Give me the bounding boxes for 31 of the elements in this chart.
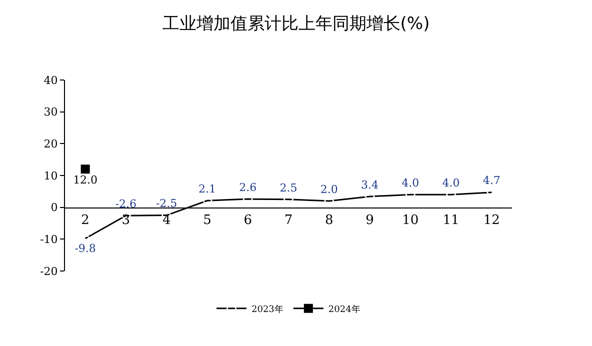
y-tick-label: 40 [44, 74, 58, 87]
x-tick-label: 10 [402, 212, 419, 228]
data-label: 2.1 [198, 182, 216, 196]
x-tick-label: 12 [483, 212, 500, 228]
data-label: 2.5 [280, 181, 298, 194]
x-tick-label: 5 [203, 212, 212, 228]
chart-title: 工业增加值累计比上年同期增长(%) [162, 14, 430, 34]
data-label: -9.8 [74, 242, 96, 256]
data-label: 2.6 [239, 180, 257, 194]
legend-label: 2023年 [252, 304, 284, 315]
x-tick-label: 6 [244, 212, 252, 228]
data-label: 2.0 [320, 182, 338, 196]
y-tick-label: 10 [44, 169, 58, 182]
data-label: -2.5 [156, 197, 178, 210]
y-tick-label: -10 [40, 233, 58, 246]
data-label: 12.0 [73, 173, 98, 186]
data-label: 4.0 [402, 176, 420, 190]
y-tick-label: -20 [40, 264, 58, 278]
x-tick-label: 2 [81, 212, 90, 228]
data-label: 4.7 [482, 174, 500, 188]
x-tick-label: 11 [442, 212, 460, 228]
x-tick-label: 9 [366, 212, 374, 228]
data-label: 3.4 [361, 178, 379, 192]
x-tick-label: 8 [325, 212, 334, 228]
data-label: 4.0 [442, 176, 460, 190]
y-tick-label: 20 [44, 138, 58, 151]
y-tick-label: 0 [50, 201, 58, 214]
x-tick-label: 7 [284, 212, 293, 228]
y-tick-label: 30 [44, 106, 58, 119]
data-label: -2.6 [115, 197, 137, 210]
legend-label: 2024年 [328, 304, 360, 315]
